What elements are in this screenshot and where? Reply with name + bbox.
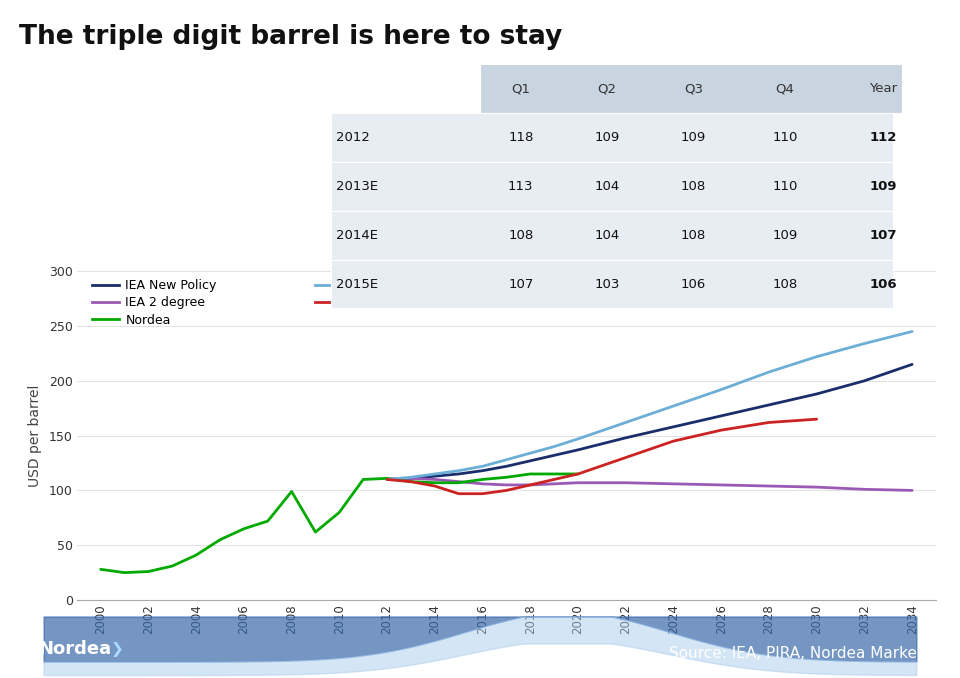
Text: 107: 107 bbox=[508, 277, 534, 291]
Text: 109: 109 bbox=[870, 180, 897, 193]
Text: 109: 109 bbox=[772, 228, 798, 242]
Text: Year: Year bbox=[869, 82, 898, 96]
Text: Source: IEA, PIRA, Nordea Markets: Source: IEA, PIRA, Nordea Markets bbox=[669, 646, 931, 661]
Text: Q1: Q1 bbox=[512, 82, 530, 96]
Text: 113: 113 bbox=[508, 180, 534, 193]
Text: ❯: ❯ bbox=[110, 641, 123, 656]
Text: 108: 108 bbox=[681, 228, 707, 242]
Text: Q3: Q3 bbox=[684, 82, 703, 96]
Text: 108: 108 bbox=[681, 180, 707, 193]
Text: 108: 108 bbox=[508, 228, 534, 242]
Text: 109: 109 bbox=[681, 131, 707, 144]
Text: 103: 103 bbox=[594, 277, 620, 291]
Text: Nordea: Nordea bbox=[38, 640, 111, 658]
Text: 110: 110 bbox=[772, 131, 798, 144]
Text: 110: 110 bbox=[772, 180, 798, 193]
Text: Q2: Q2 bbox=[598, 82, 616, 96]
Text: 2012: 2012 bbox=[336, 131, 370, 144]
Text: 109: 109 bbox=[594, 131, 620, 144]
Text: 2014E: 2014E bbox=[336, 228, 378, 242]
Text: 118: 118 bbox=[508, 131, 534, 144]
Text: 107: 107 bbox=[870, 228, 897, 242]
Text: 2015E: 2015E bbox=[336, 277, 378, 291]
Text: 2013E: 2013E bbox=[336, 180, 378, 193]
Text: 108: 108 bbox=[772, 277, 798, 291]
Text: 112: 112 bbox=[870, 131, 897, 144]
Text: 106: 106 bbox=[870, 277, 897, 291]
Text: 104: 104 bbox=[594, 180, 620, 193]
Text: 104: 104 bbox=[594, 228, 620, 242]
Y-axis label: USD per barrel: USD per barrel bbox=[28, 384, 42, 487]
Legend: IEA Current, PIRA: IEA Current, PIRA bbox=[315, 279, 420, 309]
Text: Q4: Q4 bbox=[776, 82, 794, 96]
Text: The triple digit barrel is here to stay: The triple digit barrel is here to stay bbox=[19, 24, 563, 49]
Text: 106: 106 bbox=[681, 277, 707, 291]
